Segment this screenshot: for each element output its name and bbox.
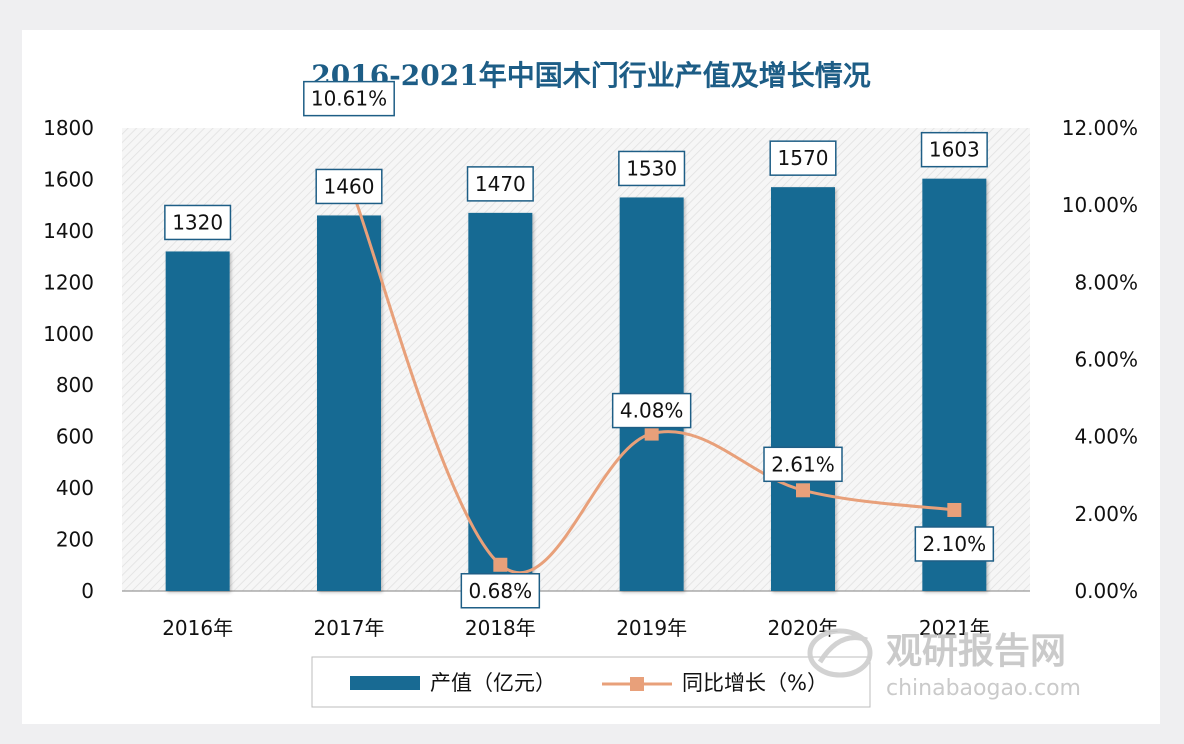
plot-area-background	[122, 128, 1030, 591]
growth-line	[347, 181, 955, 575]
bar-data-label-box	[920, 131, 988, 168]
line-data-label: 2.10%	[923, 532, 987, 556]
y-right-tick-label: 0.00%	[1074, 579, 1138, 603]
y-right-tick-label: 6.00%	[1074, 348, 1138, 372]
line-data-label-box	[914, 526, 995, 562]
line-data-label-box	[303, 80, 395, 117]
watermark-url: chinabaogao.com	[886, 676, 1081, 701]
y-right-tick-label: 10.00%	[1062, 193, 1138, 217]
line-point-marker	[493, 557, 508, 572]
bar	[317, 215, 381, 591]
bar-data-label: 1570	[778, 146, 829, 170]
bar-data-label: 1603	[929, 138, 980, 162]
chart-title: 2016-2021年中国木门行业产值及增长情况	[311, 59, 870, 92]
x-category-label: 2016年	[162, 616, 233, 640]
bar	[922, 178, 987, 591]
watermark-logo-icon	[807, 628, 873, 678]
x-category-label: 2019年	[616, 616, 687, 640]
chart-canvas: 2016-2021年中国木门行业产值及增长情况 0 200 400 600 800 100…	[43, 59, 1138, 708]
line-data-label-box	[460, 573, 541, 609]
line-data-label: 0.68%	[469, 579, 533, 603]
bar-data-label-box	[315, 168, 383, 205]
bar-data-label: 1320	[172, 210, 223, 234]
bar-data-label: 1470	[475, 172, 526, 196]
bar-data-label-box	[618, 150, 686, 187]
bar-data-label-box	[466, 166, 534, 202]
bar-data-label-box	[164, 204, 232, 241]
y-right-tick-label: 4.00%	[1074, 425, 1138, 449]
bar	[468, 212, 533, 591]
y-left-tick-label: 1000	[43, 322, 94, 346]
bar-data-label: 1460	[324, 174, 375, 198]
line-point-marker	[644, 426, 659, 441]
x-category-label: 2020年	[768, 616, 839, 640]
y-left-tick-label: 200	[56, 528, 94, 552]
y-right-tick-label: 2.00%	[1074, 502, 1138, 526]
line-data-label-box	[763, 446, 843, 483]
line-point-marker	[947, 502, 962, 517]
line-data-label: 2.61%	[771, 452, 835, 476]
x-category-label: 2018年	[465, 616, 536, 640]
y-left-tick-label: 1200	[43, 270, 94, 294]
line-point-marker	[796, 483, 810, 498]
y-left-tick-label: 1600	[43, 167, 94, 191]
y-left-tick-label: 1400	[43, 219, 94, 243]
line-data-label: 4.08%	[620, 399, 684, 423]
line-data-label-box	[611, 392, 692, 429]
x-category-label: 2021年	[919, 616, 990, 640]
legend-line-label: 同比增长（%）	[682, 671, 828, 695]
bar-data-label: 1530	[626, 156, 677, 180]
bar-data-label-box	[769, 140, 837, 176]
y-left-tick-label: 800	[56, 373, 94, 397]
legend-bar-swatch	[350, 676, 420, 690]
watermark: 观研报告网 chinabaogao.com	[807, 628, 1081, 701]
y-right-tick-label: 12.00%	[1062, 116, 1138, 140]
legend-bar-label: 产值（亿元）	[430, 671, 556, 695]
bar	[771, 187, 835, 591]
y-left-tick-label: 0	[81, 579, 94, 603]
line-data-label: 10.61%	[311, 87, 387, 111]
chart-card: 2016-2021年中国木门行业产值及增长情况 0 200 400 600 800 100…	[22, 30, 1160, 724]
legend-line-marker	[630, 677, 644, 691]
y-right-tick-label: 8.00%	[1074, 270, 1138, 294]
bar	[165, 251, 230, 591]
y-left-tick-label: 600	[56, 425, 94, 449]
y-left-tick-label: 400	[56, 476, 94, 500]
x-category-label: 2017年	[314, 616, 385, 640]
watermark-name: 观研报告网	[886, 631, 1066, 672]
y-left-tick-label: 1800	[43, 116, 94, 140]
